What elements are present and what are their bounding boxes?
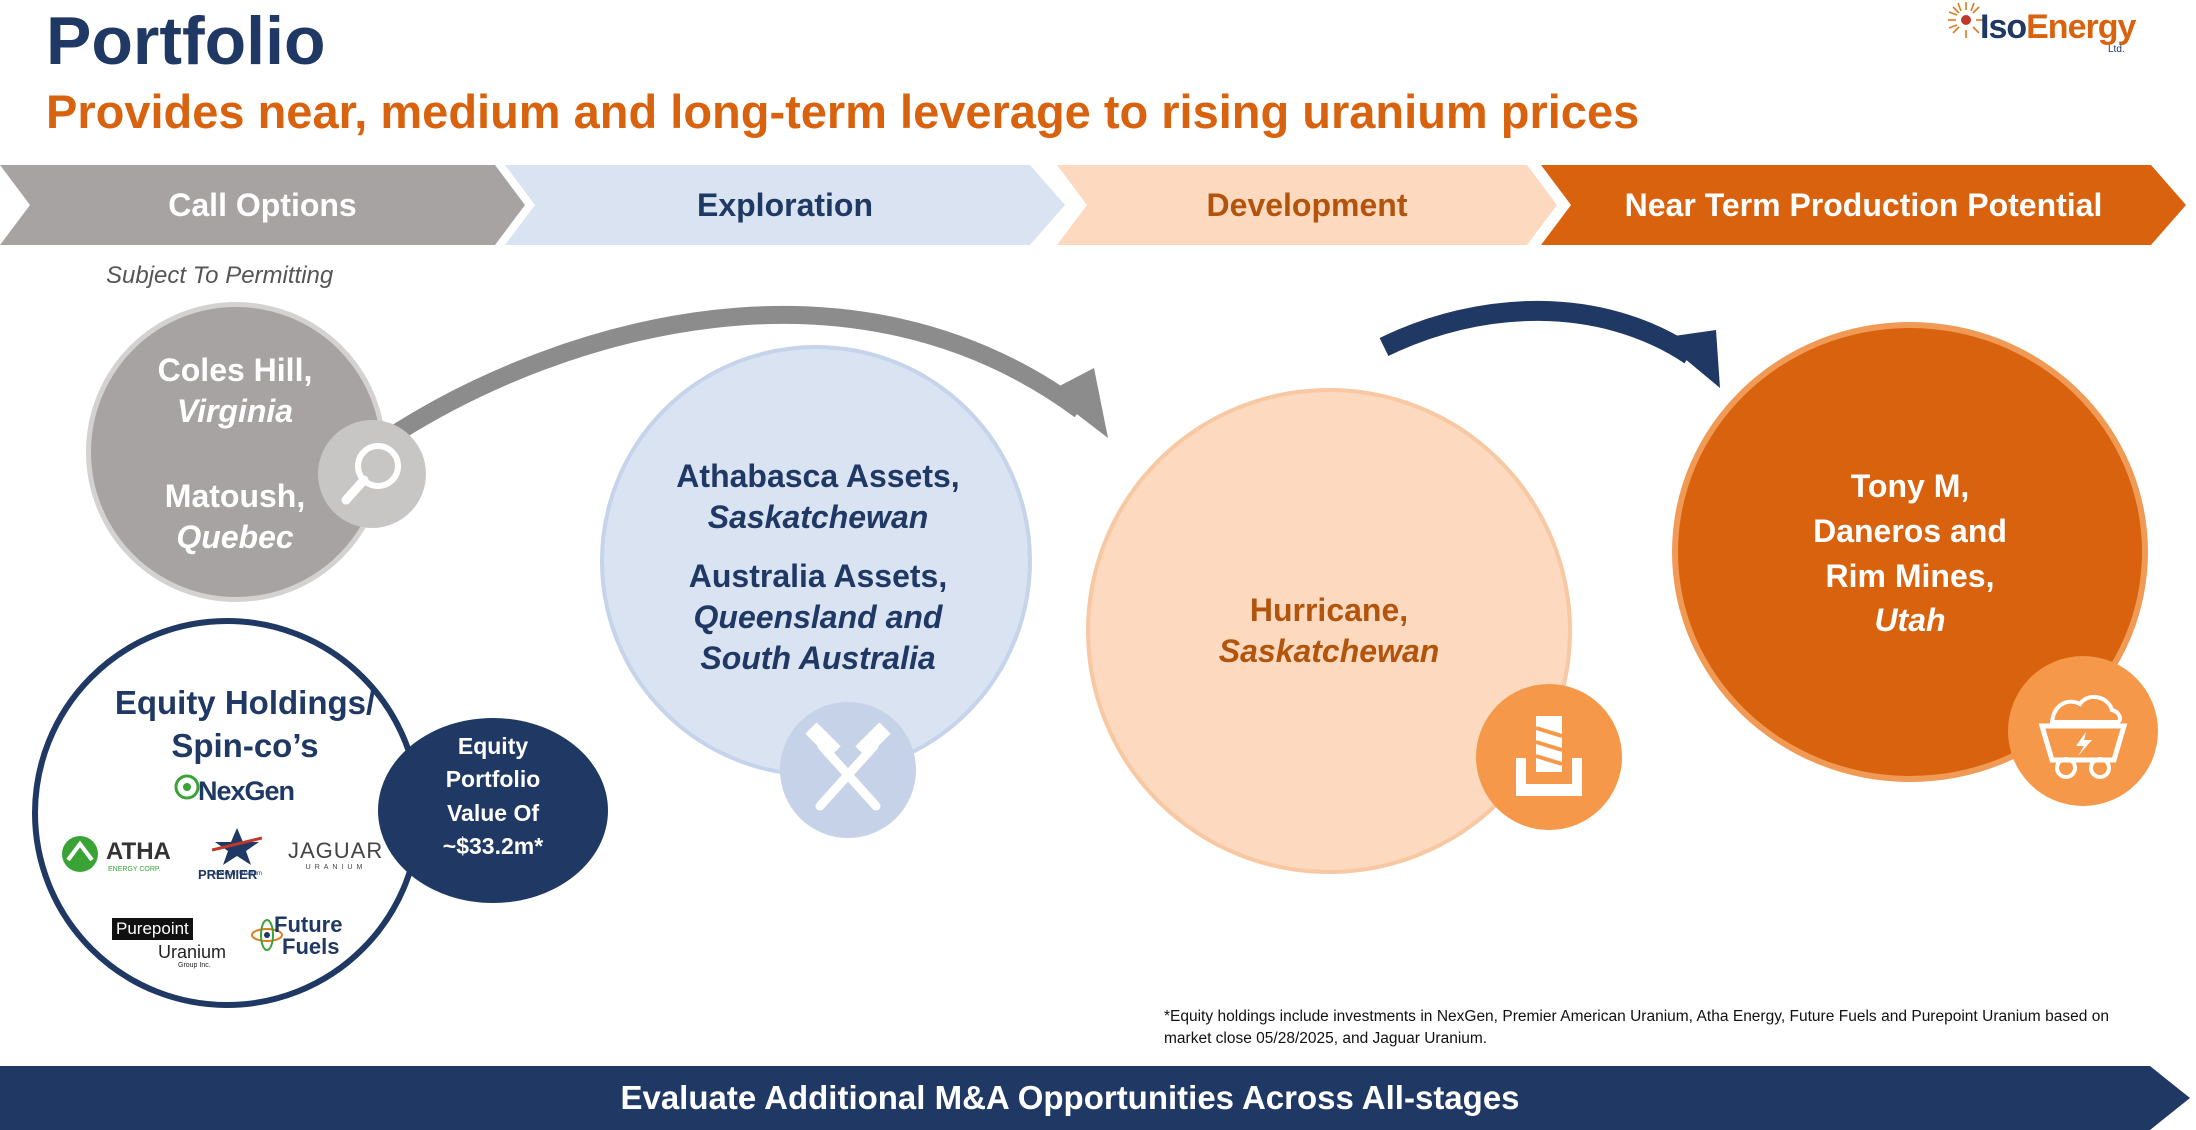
drill-icon (1476, 684, 1622, 830)
navy-arrow-head (1660, 330, 1720, 388)
asset-name: Matoush, (164, 477, 306, 514)
footnote: *Equity holdings include investments in … (1164, 1008, 2109, 1048)
purepoint-text: Purepoint (112, 918, 193, 940)
stage-near-term-production: Near Term Production Potential (1541, 165, 2186, 245)
crossed-hammers-icon (780, 702, 916, 838)
navy-arc-arrow (1379, 300, 1696, 364)
nexgen-text: NexGen (198, 776, 295, 806)
grey-arc-arrow (393, 305, 1086, 440)
asset-name: Daneros and (1813, 512, 2007, 549)
equity-holdings-circle (32, 618, 422, 1008)
stage-exploration: Exploration (505, 165, 1065, 245)
nexgen-emblem-icon (174, 774, 200, 800)
stage-label: Call Options (168, 187, 357, 223)
purepoint-subtext: Uranium (158, 942, 227, 962)
development-assets: Hurricane, Saskatchewan (1120, 590, 1538, 672)
exploration-assets: Athabasca Assets, Saskatchewan Australia… (640, 456, 996, 679)
jaguar-text: JAGUAR (288, 838, 384, 863)
jaguar-logo: JAGUAR URANIUM (288, 838, 384, 871)
logo-iso-text: Iso (1980, 8, 2027, 46)
magnifier-icon (318, 420, 426, 528)
asset-name: Rim Mines, (1825, 557, 1995, 594)
future-fuels-logo: Future Fuels (250, 912, 350, 972)
stage-label: Development (1206, 187, 1408, 223)
page-subtitle: Provides near, medium and long-term leve… (46, 85, 1640, 138)
grey-arrow-head (1048, 368, 1108, 438)
production-assets: Tony M, Daneros and Rim Mines, Utah (1712, 464, 2108, 643)
bottom-banner: Evaluate Additional M&A Opportunities Ac… (620, 1079, 1520, 1116)
page-title: Portfolio (46, 3, 326, 79)
future-text: Future (274, 912, 343, 937)
asset-name: Australia Assets, (688, 557, 948, 594)
asset-name: Coles Hill, (157, 352, 313, 388)
asset-region: Queensland and (693, 598, 943, 635)
premier-subtext: American Uranium (212, 871, 262, 877)
atha-emblem-icon (62, 836, 98, 872)
fuels-text: Fuels (282, 934, 340, 959)
asset-region: Saskatchewan (1218, 632, 1440, 669)
purepoint-logo: Purepoint Uranium Group Inc. (112, 918, 232, 974)
star-icon (211, 828, 263, 865)
purepoint-subtext2: Group Inc. (178, 962, 211, 969)
asset-region: Utah (1874, 602, 1946, 639)
atha-logo: ATHA ENERGY CORP. (58, 832, 178, 882)
permitting-note: Subject To Permitting (106, 262, 334, 289)
value-line: ~$33.2m* (442, 833, 544, 860)
asset-name: Athabasca Assets, (676, 458, 960, 494)
atom-icon (251, 919, 283, 951)
asset-name: Hurricane, (1249, 592, 1409, 628)
stage-label: Exploration (696, 187, 873, 223)
jaguar-subtext: URANIUM (305, 864, 367, 871)
atha-text: ATHA (106, 838, 171, 865)
equity-value-text: Equity Portfolio Value Of ~$33.2m* (378, 730, 608, 915)
asset-region: South Australia (700, 639, 936, 676)
equity-title-line: Spin-co’s (171, 726, 319, 764)
asset-region: Saskatchewan (707, 498, 929, 535)
bottom-banner-shape (0, 1066, 2190, 1130)
equity-value-circle (378, 718, 608, 903)
asset-name: Tony M, (1850, 468, 1970, 504)
logo-energy-text: Energy (2026, 8, 2136, 46)
equity-title: Equity Holdings/ Spin-co’s (80, 682, 410, 768)
equity-title-line: Equity Holdings/ (114, 684, 376, 721)
premier-text: PREMIER (198, 867, 258, 882)
atha-subtext: ENERGY CORP. (108, 866, 161, 873)
isoenergy-logo: IsoEnergy Ltd. (1944, 0, 2144, 60)
value-line: Value Of (446, 799, 540, 826)
asset-region: Virginia (176, 392, 294, 429)
stage-call-options: Call Options (0, 165, 525, 245)
value-line: Portfolio (445, 766, 541, 793)
logo-suffix: Ltd. (2108, 44, 2125, 55)
value-line: Equity (457, 733, 529, 759)
stage-development: Development (1057, 165, 1557, 245)
asset-region: Quebec (176, 518, 294, 555)
stage-label: Near Term Production Potential (1624, 187, 2103, 223)
mine-cart-icon (2008, 656, 2158, 806)
premier-logo: PREMIER American Uranium (198, 826, 276, 896)
sunburst-icon (1948, 2, 1984, 38)
call-options-assets: Coles Hill, Virginia Matoush, Quebec (90, 350, 380, 558)
